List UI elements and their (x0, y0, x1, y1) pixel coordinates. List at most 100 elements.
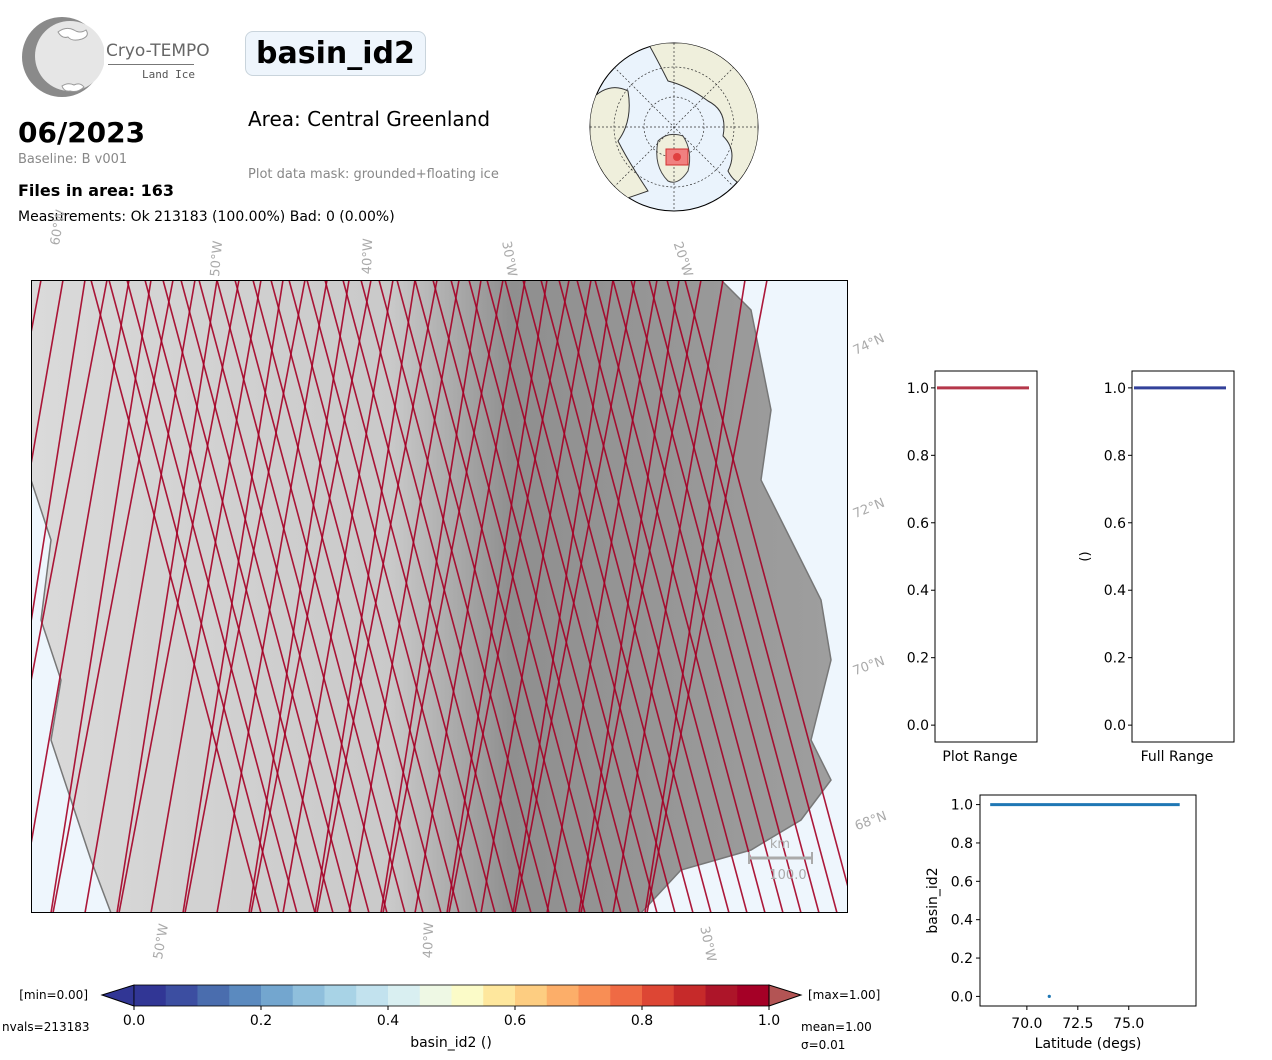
colorbar-over-arrow (768, 984, 803, 1007)
scale-unit: km (770, 837, 790, 852)
plot-range-chart: 0.0 0.2 0.4 0.6 0.8 1.0 Plot Range (907, 370, 1038, 765)
colorbar-min: [min=0.00] (19, 988, 88, 1002)
satellite-track (448, 280, 570, 913)
satellite-track (514, 280, 636, 913)
y-tick-label: 0.6 (1104, 516, 1126, 532)
data-point (1047, 994, 1051, 999)
colorbar-tick-label: 0.8 (631, 1013, 653, 1029)
satellite-track (576, 280, 748, 913)
satellite-track (342, 280, 514, 913)
satellite-track (108, 280, 280, 913)
satellite-track (414, 280, 586, 913)
satellite-track (182, 280, 284, 913)
colorbar-ticks: 0.0 0.2 0.4 0.6 0.8 1.0 (123, 1006, 780, 1029)
colorbar-cell (261, 985, 294, 1006)
satellite-track (648, 280, 820, 913)
satellite-track (382, 280, 504, 913)
satellite-track (666, 280, 838, 913)
colorbar-cell (419, 985, 452, 1006)
y-tick-label: 0.8 (907, 448, 929, 464)
lon-label-top: 20°W (669, 240, 696, 279)
parameter-title: basin_id2 (245, 31, 426, 76)
x-tick-label: 72.5 (1062, 1016, 1093, 1032)
satellite-track (396, 280, 568, 913)
lat-label: 72°N (851, 495, 888, 522)
y-tick-label: 0.6 (907, 516, 929, 532)
lon-label-top: 40°W (360, 238, 377, 275)
satellite-track (612, 280, 784, 913)
y-tick-label: 0.2 (951, 951, 973, 967)
colorbar-cell (610, 985, 643, 1006)
satellite-track (378, 280, 550, 913)
y-tick-label: 0.0 (1104, 718, 1126, 734)
y-tick-label: 0.8 (951, 836, 973, 852)
x-tick-label: 70.0 (1011, 1016, 1042, 1032)
y-tick-label: 0.4 (907, 583, 929, 599)
cryo-tempo-logo-icon (22, 17, 104, 97)
colorbar-cell (292, 985, 325, 1006)
lat-label: 68°N (853, 808, 889, 835)
colorbar-cell (356, 985, 389, 1006)
satellite-track (314, 280, 416, 913)
satellite-tracks (31, 280, 848, 913)
satellite-track (31, 280, 64, 469)
satellite-track (234, 280, 406, 913)
satellite-track (306, 280, 478, 913)
colorbar-tick-label: 0.0 (123, 1013, 145, 1029)
y-axis-label: () (1078, 551, 1093, 561)
colorbar: 0.0 0.2 0.4 0.6 0.8 1.0 [min=0.00] [max=1.00]… (2, 984, 880, 1052)
logo-title: Cryo-TEMPO (106, 41, 210, 61)
satellite-track (52, 280, 174, 913)
x-axis-label: Latitude (degs) (1035, 1036, 1142, 1052)
satellite-track (50, 280, 152, 913)
y-tick-label: 1.0 (907, 381, 929, 397)
lon-label-bottom: 50°W (151, 922, 173, 961)
measurements-summary: Measurements: Ok 213183 (100.00%) Bad: 0… (18, 209, 395, 225)
satellite-track (90, 280, 262, 913)
y-tick-label: 0.6 (951, 874, 973, 890)
colorbar-cell (483, 985, 516, 1006)
colorbar-tick-label: 1.0 (758, 1013, 780, 1029)
scale-value: 100.0 (769, 868, 806, 883)
colorbar-cell (737, 985, 770, 1006)
satellite-track (348, 280, 460, 913)
satellite-track (118, 280, 240, 913)
satellite-track (380, 280, 482, 913)
polar-globe-inset (589, 42, 759, 212)
chart-frame (934, 370, 1038, 743)
chart-frame (979, 794, 1197, 1007)
colorbar-cell (705, 985, 738, 1006)
y-tick-label: 0.2 (907, 651, 929, 667)
colorbar-sigma: σ=0.01 (801, 1038, 845, 1052)
colorbar-cell (673, 985, 706, 1006)
x-tick-label: 75.0 (1113, 1016, 1144, 1032)
latitude-scatter-chart: 0.0 0.2 0.4 0.6 0.8 1.0 70.0 72.5 75.0 Latitude (… (925, 794, 1197, 1052)
y-tick-label: 0.4 (951, 913, 973, 929)
satellite-track (546, 280, 658, 913)
satellite-track (512, 280, 614, 913)
satellite-track (432, 280, 604, 913)
satellite-track (288, 280, 460, 913)
satellite-track (558, 280, 730, 913)
colorbar-tick-label: 0.6 (504, 1013, 526, 1029)
y-tick-label: 0.0 (951, 989, 973, 1005)
satellite-track (84, 280, 196, 913)
satellite-track (684, 280, 848, 891)
satellite-track (198, 280, 370, 913)
y-tick-label: 1.0 (951, 798, 973, 814)
colorbar-cells (133, 984, 770, 1007)
satellite-track (580, 280, 702, 913)
satellite-track (270, 280, 442, 913)
satellite-track (248, 280, 350, 913)
satellite-track (446, 280, 548, 913)
lon-label-top: 30°W (498, 240, 520, 278)
x-axis-label: Full Range (1141, 749, 1214, 765)
logo-divider (108, 64, 194, 65)
y-axis-label: basin_id2 (925, 867, 941, 933)
satellite-track (150, 280, 262, 913)
colorbar-cell (451, 985, 484, 1006)
satellite-track (522, 280, 694, 913)
satellite-track (144, 280, 316, 913)
satellite-track (578, 280, 680, 913)
colorbar-cell (324, 985, 357, 1006)
